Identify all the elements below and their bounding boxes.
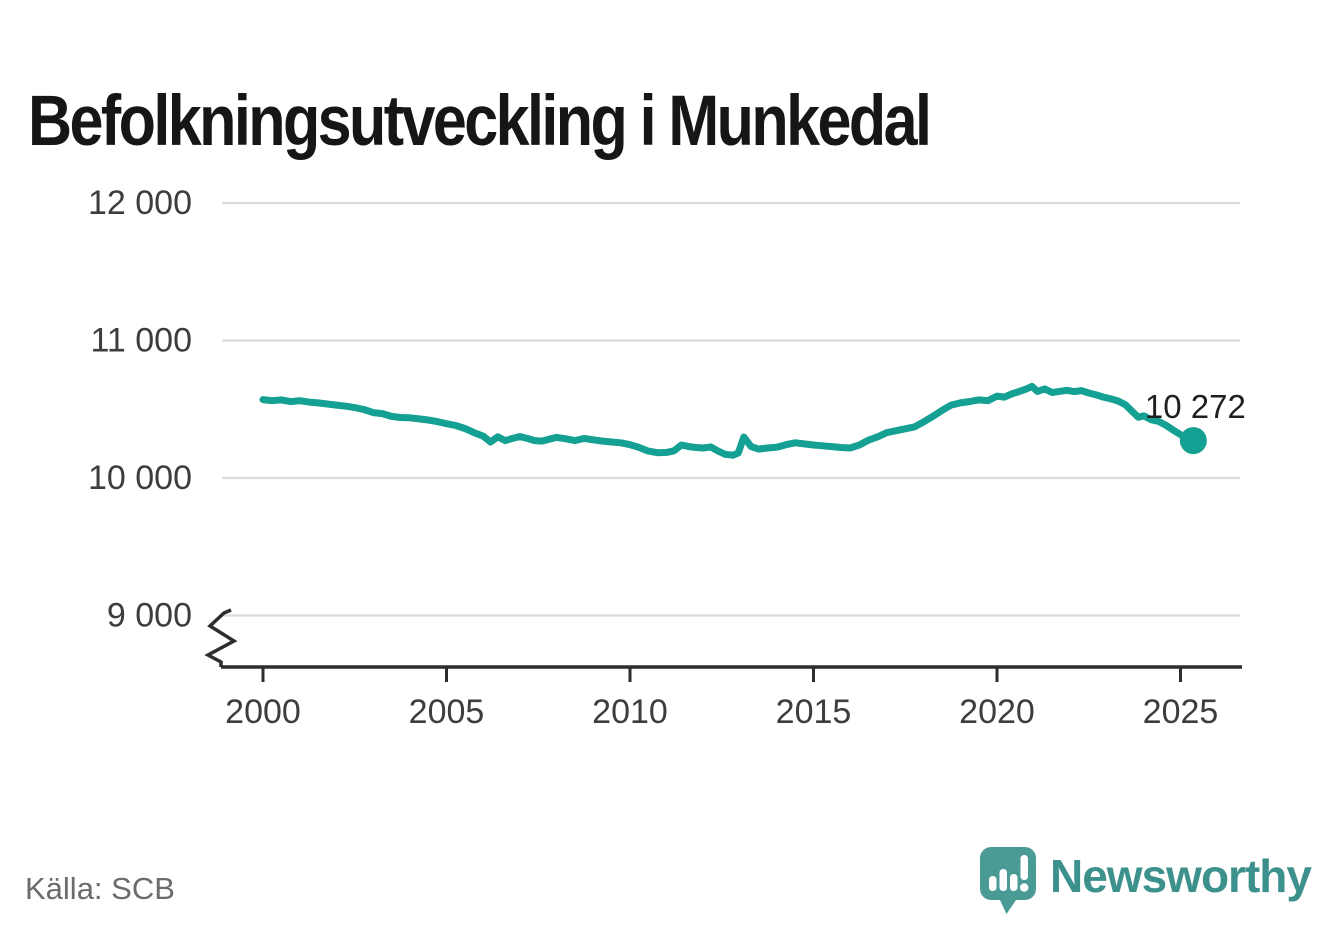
- x-axis-label: 2010: [592, 693, 668, 731]
- y-axis-label: 12 000: [88, 184, 192, 222]
- x-axis-label: 2000: [225, 693, 301, 731]
- x-axis-label: 2025: [1143, 693, 1219, 731]
- x-axis-label: 2020: [959, 693, 1035, 731]
- x-axis-label: 2015: [776, 693, 852, 731]
- page-title: Befolkningsutveckling i Munkedal: [28, 81, 932, 161]
- source-label: Källa: SCB: [25, 871, 175, 906]
- newsworthy-branding: Newsworthy: [978, 845, 1312, 921]
- newsworthy-wordmark: Newsworthy: [1050, 850, 1312, 902]
- newsworthy-logo-icon: [980, 847, 1036, 914]
- end-point-dot: [1179, 427, 1207, 455]
- end-value-label: 10 272: [1144, 387, 1246, 425]
- population-line: [259, 382, 1197, 459]
- y-axis-label: 10 000: [88, 459, 192, 497]
- x-axis-label: 2005: [409, 693, 485, 731]
- axis-break-icon: [204, 608, 238, 667]
- y-axis-label: 9 000: [107, 597, 192, 635]
- y-axis-label: 11 000: [91, 322, 192, 360]
